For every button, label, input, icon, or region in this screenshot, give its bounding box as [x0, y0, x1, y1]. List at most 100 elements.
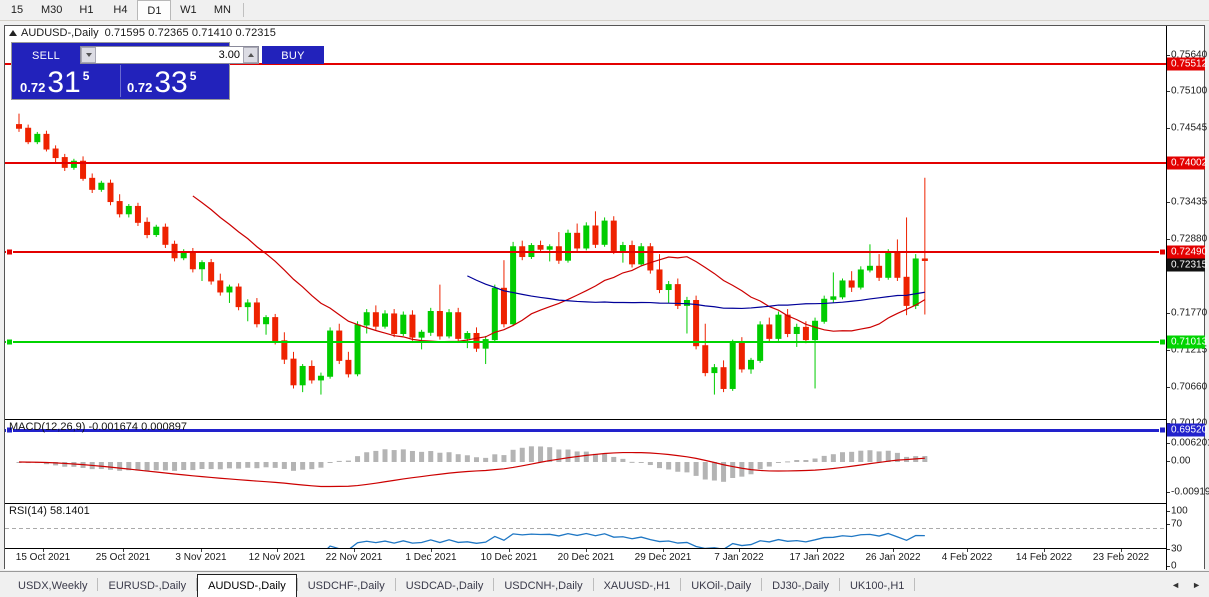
timeframe-15[interactable]: 15 [10, 4, 24, 16]
level-handle-right[interactable] [1159, 426, 1166, 434]
scroll-right-icon[interactable]: ► [1192, 579, 1201, 590]
toolbar-separator [243, 3, 245, 17]
sell-price-display[interactable]: 0.72 31 5 [14, 65, 120, 98]
level-handle-right[interactable] [1159, 248, 1166, 256]
chart-tab-ukoil-daily[interactable]: UKOil-,Daily [691, 579, 752, 592]
chart-tab-audusd-daily[interactable]: AUDUSD-,Daily [197, 574, 297, 597]
macd-histogram-bar [775, 462, 781, 463]
price-tag-resistance[interactable]: 0.72490 [1167, 245, 1207, 259]
macd-histogram-bar [162, 462, 168, 471]
timeframe-mn[interactable]: MN [213, 4, 231, 16]
level-handle-left[interactable] [6, 248, 13, 256]
candle-body [372, 312, 379, 327]
timeframe-m30[interactable]: M30 [41, 4, 63, 16]
macd-histogram-bar [730, 462, 736, 478]
level-handle-left[interactable] [6, 338, 13, 346]
tab-divider [296, 578, 298, 591]
price-tick-label: 0.70120 [1171, 418, 1207, 429]
level-line-support[interactable] [5, 341, 1168, 343]
macd-signal-line [18, 451, 925, 488]
candle-body [839, 280, 846, 298]
macd-histogram-bar [629, 461, 635, 463]
macd-pane[interactable]: MACD(12,26,9) -0.001674 0.000897 [5, 419, 1168, 502]
timeframe-h1[interactable]: H1 [79, 4, 94, 16]
candle-body [363, 312, 370, 326]
price-pane[interactable] [5, 40, 1168, 417]
level-line-resistance[interactable] [5, 63, 1168, 65]
candle-body [263, 317, 270, 325]
macd-histogram-bar [565, 449, 571, 462]
buy-button[interactable]: BUY [262, 46, 324, 64]
chart-tab-usdcad-daily[interactable]: USDCAD-,Daily [405, 579, 484, 592]
candle-body [903, 276, 910, 306]
chart-tab-usdx-weekly[interactable]: USDX,Weekly [18, 579, 88, 592]
chart-tab-usdcnh-daily[interactable]: USDCNH-,Daily [504, 579, 583, 592]
chart-tab-usdchf-daily[interactable]: USDCHF-,Daily [307, 579, 385, 592]
candle-body [253, 302, 260, 325]
level-line-resistance[interactable] [5, 251, 1168, 253]
timeframe-d1[interactable]: D1 [137, 0, 172, 20]
scroll-left-icon[interactable]: ◄ [1171, 579, 1181, 590]
candle-body [290, 358, 297, 386]
candle-body [592, 225, 599, 245]
candle-body [70, 160, 77, 168]
macd-histogram-bar [748, 462, 754, 475]
volume-decrement-button[interactable] [81, 47, 96, 63]
level-handle-right[interactable] [1159, 338, 1166, 346]
candle-body [436, 311, 443, 337]
macd-tick-label: -0.00919 [1171, 486, 1209, 498]
price-tag-support-blue[interactable]: 0.69520 [1167, 423, 1207, 437]
price-tag-resistance[interactable]: 0.75512 [1167, 57, 1207, 71]
chart-tab-dj30-daily[interactable]: DJ30-,Daily [772, 579, 829, 592]
chart-collapse-icon [9, 30, 17, 36]
price-tag-resistance[interactable]: 0.74002 [1167, 156, 1207, 170]
candle-body [317, 375, 324, 381]
macd-histogram-bar [721, 462, 727, 482]
candle-body [729, 342, 736, 389]
rsi-tick-label: 100 [1171, 505, 1188, 517]
volume-increment-button[interactable] [243, 47, 258, 63]
scale-tick-mark [1167, 202, 1170, 203]
one-click-trading-panel[interactable]: SELL BUY 0.72 31 5 [11, 42, 324, 100]
chart-tab-xauusd-h1[interactable]: XAUUSD-,H1 [603, 579, 671, 592]
macd-histogram-bar [766, 462, 772, 467]
candle-body [144, 221, 151, 236]
scale-tick-mark [1167, 549, 1170, 550]
candle-body [738, 342, 745, 370]
timeframe-w1[interactable]: W1 [180, 4, 197, 16]
chart-symbol-header: AUDUSD-,Daily 0.71595 0.72365 0.71410 0.… [5, 26, 1204, 40]
price-tag-last-price[interactable]: 0.72315 [1167, 258, 1207, 272]
volume-field-wrapper[interactable] [80, 46, 259, 64]
chart-tab-eurusd-daily[interactable]: EURUSD-,Daily [108, 579, 187, 592]
candle-body [619, 245, 626, 251]
level-handle-left[interactable] [6, 426, 13, 434]
scale-tick-mark [1167, 91, 1170, 92]
sell-button[interactable]: SELL [15, 46, 77, 64]
macd-histogram-bar [135, 462, 141, 471]
level-line-resistance[interactable] [5, 162, 1168, 164]
price-tag-support[interactable]: 0.71013 [1167, 335, 1207, 349]
candle-body [766, 324, 773, 339]
candle-body [812, 320, 819, 341]
chart-tab-bar: USDX,Weekly EURUSD-,Daily AUDUSD-,Daily USD… [0, 571, 1209, 597]
macd-histogram-bar [876, 451, 882, 462]
chart-tab-uk100-h1[interactable]: UK100-,H1 [849, 579, 905, 592]
candle-body [583, 225, 590, 249]
candle-body [354, 324, 361, 375]
price-tick-label: 0.71770 [1171, 307, 1208, 319]
time-axis-label: 20 Dec 2021 [557, 552, 615, 563]
volume-input[interactable] [96, 47, 243, 63]
scale-tick-mark [1167, 239, 1170, 240]
timeframe-h4[interactable]: H4 [113, 4, 128, 16]
macd-histogram-bar [364, 452, 370, 462]
macd-histogram-bar [281, 462, 287, 469]
price-scale[interactable]: 0.75640 0.75100 0.74545 0.73435 0.72880 0.717… [1166, 26, 1209, 572]
macd-histogram-bar [355, 456, 361, 462]
scale-tick-mark [1167, 524, 1170, 525]
candle-body [272, 317, 279, 342]
macd-histogram-bar [519, 447, 525, 462]
macd-histogram-bar [62, 462, 68, 467]
buy-price-display[interactable]: 0.72 33 5 [120, 65, 227, 98]
level-line-support-blue[interactable] [5, 429, 1168, 432]
macd-histogram-bar [922, 456, 928, 462]
